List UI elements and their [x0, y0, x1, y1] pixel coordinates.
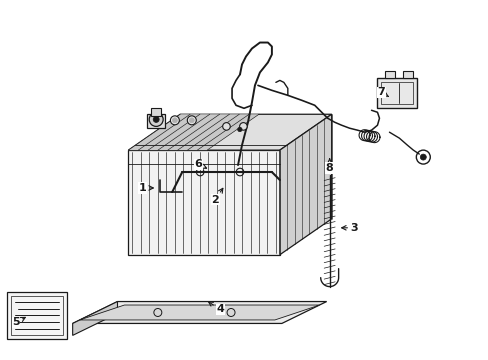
Text: 4: 4 — [208, 302, 224, 315]
Circle shape — [149, 112, 163, 126]
Bar — [7, 292, 66, 339]
Polygon shape — [128, 150, 279, 255]
Circle shape — [189, 118, 194, 123]
Circle shape — [172, 118, 177, 123]
Bar — [151, 108, 161, 116]
Circle shape — [153, 116, 159, 122]
Text: 6: 6 — [194, 159, 206, 169]
Bar — [385, 71, 395, 78]
Polygon shape — [80, 305, 319, 320]
Polygon shape — [73, 302, 117, 336]
Text: 5: 5 — [12, 318, 25, 328]
Polygon shape — [73, 302, 326, 323]
Circle shape — [237, 127, 242, 132]
Circle shape — [420, 154, 426, 160]
Text: 7: 7 — [377, 87, 387, 97]
Circle shape — [222, 123, 230, 130]
Polygon shape — [128, 114, 259, 150]
Text: 1: 1 — [138, 183, 153, 193]
Circle shape — [239, 123, 247, 130]
Bar — [381, 82, 412, 104]
Text: 3: 3 — [341, 223, 358, 233]
Bar — [377, 78, 416, 108]
Text: 2: 2 — [211, 188, 223, 205]
Bar — [147, 114, 165, 129]
Circle shape — [187, 116, 196, 125]
Bar — [11, 296, 62, 336]
Polygon shape — [128, 114, 331, 150]
Polygon shape — [279, 114, 331, 255]
Text: 8: 8 — [325, 159, 333, 173]
Circle shape — [170, 116, 179, 125]
Bar — [403, 71, 412, 78]
